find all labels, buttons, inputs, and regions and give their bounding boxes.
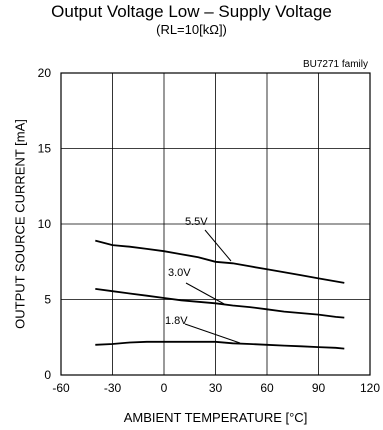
series-line <box>95 288 345 319</box>
x-tick-label: 90 <box>312 381 326 395</box>
series-line <box>95 340 345 350</box>
y-axis-label: OUTPUT SOURCE CURRENT [mA] <box>13 119 28 329</box>
x-tick-label: -60 <box>52 381 70 395</box>
x-tick-label: 120 <box>360 381 380 395</box>
x-tick-label: 0 <box>161 381 168 395</box>
chart-subtitle: (RL=10[kΩ]) <box>156 22 227 37</box>
y-tick-label: 5 <box>44 293 51 307</box>
y-tick-label: 0 <box>44 368 51 382</box>
y-tick-label: 20 <box>38 66 52 80</box>
plot-frame <box>60 72 371 376</box>
x-tick-label: 60 <box>260 381 274 395</box>
tick-labels: -60 -30 0 30 60 90 120 0 5 10 15 20 <box>38 66 381 395</box>
series-label: 5.5V <box>185 216 208 228</box>
grid <box>61 73 370 375</box>
chart-title: Output Voltage Low – Supply Voltage <box>51 2 332 21</box>
series-lines <box>95 239 345 350</box>
x-tick-label: 30 <box>209 381 223 395</box>
series-leader-line <box>184 323 241 344</box>
series-label: 1.8V <box>165 315 188 327</box>
y-tick-label: 10 <box>38 217 52 231</box>
series-leader-line <box>185 282 227 306</box>
series-label: 3.0V <box>168 267 191 279</box>
series-annotations: 5.5V 3.0V 1.8V <box>165 216 241 344</box>
series-leader-line <box>204 229 232 262</box>
y-tick-label: 15 <box>38 142 52 156</box>
x-axis-label: AMBIENT TEMPERATURE [°C] <box>124 410 308 425</box>
x-tick-label: -30 <box>104 381 122 395</box>
series-line <box>95 239 345 284</box>
family-note: BU7271 family <box>303 59 368 70</box>
